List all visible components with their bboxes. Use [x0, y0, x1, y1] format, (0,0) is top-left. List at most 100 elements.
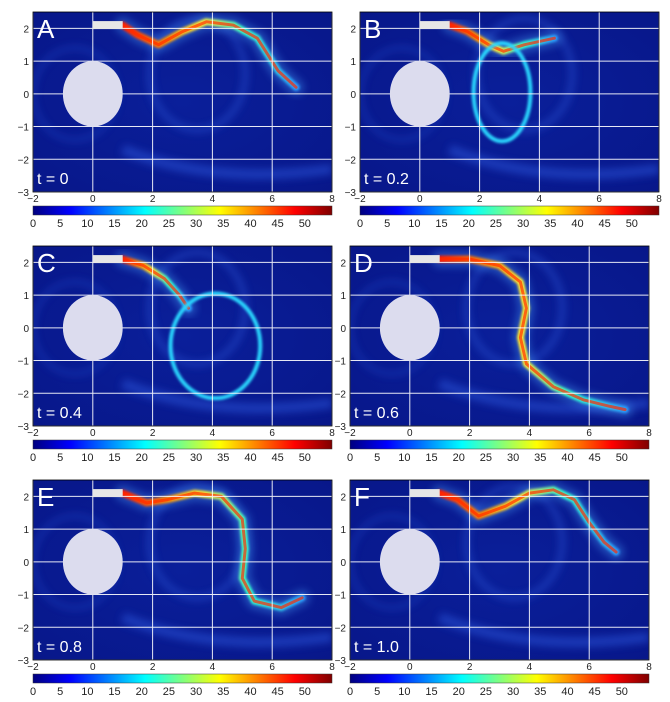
injector-bar: [409, 489, 440, 498]
grid: [33, 480, 332, 660]
streak-core: [438, 257, 627, 412]
time-label: t = 0.4: [37, 405, 82, 422]
x-tick-label: −2: [27, 194, 39, 205]
time-label: t = 1.0: [354, 639, 399, 656]
colorbar-tick-label: 5: [374, 686, 380, 698]
colorbar-tick-label: 30: [190, 218, 202, 230]
injector-bar: [92, 489, 123, 498]
colorbar-tick-label: 15: [108, 452, 120, 464]
colorbar-tick-label: 30: [507, 686, 519, 698]
wake-band: [447, 144, 659, 180]
cylinder-obstacle: [379, 295, 440, 361]
y-tick-label: 2: [350, 24, 356, 35]
colorbar-tick-label: 25: [480, 452, 492, 464]
x-tick-label: −2: [27, 428, 39, 439]
cylinder-obstacle: [62, 295, 123, 361]
plot-area: [350, 480, 649, 660]
plot-area: [360, 12, 659, 192]
cylinder-obstacle: [389, 61, 450, 127]
y-tick-label: −2: [18, 389, 30, 400]
axis-frame: [32, 11, 333, 193]
y-tick-label: 0: [23, 90, 29, 101]
panel-letter: E: [37, 482, 54, 512]
streak-loop: [471, 41, 533, 144]
y-tick-label: −2: [345, 155, 357, 166]
time-label: t = 0.2: [364, 171, 409, 188]
colorbar-tick-label: 40: [244, 686, 256, 698]
y-tick-label: −2: [335, 389, 347, 400]
wake-band: [120, 612, 332, 648]
colorbar-tick-label: 20: [453, 686, 465, 698]
cylinder-obstacle: [62, 61, 123, 127]
x-tick-label: 2: [150, 194, 156, 205]
x-tick-label: −2: [344, 428, 356, 439]
colorbar-tick-label: 10: [398, 452, 410, 464]
y-tick-label: 2: [23, 492, 29, 503]
colorbar-tick-label: 10: [81, 452, 93, 464]
y-tick-label: −3: [345, 188, 357, 199]
x-tick-label: 6: [596, 194, 602, 205]
y-tick-label: −2: [18, 623, 30, 634]
plot-area: [33, 480, 332, 660]
colorbar-tick-label: 35: [217, 686, 229, 698]
x-tick-label: 4: [537, 194, 543, 205]
y-tick-label: −1: [335, 357, 347, 368]
y-tick-label: 2: [23, 24, 29, 35]
colorbar-tick-label: 50: [299, 452, 311, 464]
x-tick-label: 0: [90, 194, 96, 205]
y-tick-label: −2: [335, 623, 347, 634]
plot-area: [33, 12, 332, 192]
x-tick-label: 8: [646, 428, 652, 439]
colorbar-tick-label: 25: [490, 218, 502, 230]
colorbar-tick-label: 5: [374, 452, 380, 464]
colorbar-tick-label: 35: [534, 686, 546, 698]
colorbar-tick-label: 40: [244, 452, 256, 464]
streak-loop: [168, 291, 263, 401]
colorbar-tick-label: 5: [57, 218, 63, 230]
streak-core: [121, 491, 304, 610]
colorbar: [349, 439, 650, 450]
streak-core: [448, 23, 556, 53]
wake-vortex: [464, 484, 565, 601]
colorbar-tick-label: 0: [347, 686, 353, 698]
streak-core: [121, 20, 298, 89]
axis-frame: [32, 245, 333, 427]
colorbar-tick-label: 50: [616, 686, 628, 698]
y-tick-label: −3: [18, 188, 30, 199]
plot-area: [33, 246, 332, 426]
colorbar-tick-label: 5: [384, 218, 390, 230]
colorbar-tick-label: 15: [435, 218, 447, 230]
x-tick-label: 0: [407, 428, 413, 439]
colorbar-tick-label: 30: [517, 218, 529, 230]
x-tick-label: 8: [329, 428, 335, 439]
colorbar-tick-label: 35: [217, 218, 229, 230]
colorbar-tick-label: 20: [136, 218, 148, 230]
injector-bar: [419, 21, 450, 30]
colorbar-tick-label: 35: [534, 452, 546, 464]
injector-bar: [92, 21, 123, 30]
colorbar-tick-label: 15: [425, 452, 437, 464]
y-tick-label: 2: [340, 492, 346, 503]
colorbar-tick-label: 20: [463, 218, 475, 230]
colorbar-tick-label: 30: [190, 686, 202, 698]
grid: [33, 246, 332, 426]
plot-area: [350, 246, 649, 426]
x-tick-label: 8: [656, 194, 662, 205]
x-tick-label: 4: [527, 662, 533, 673]
x-tick-label: 2: [477, 194, 483, 205]
x-tick-label: 6: [586, 662, 592, 673]
colorbar-tick-label: 0: [30, 452, 36, 464]
colorbar-tick-label: 20: [136, 686, 148, 698]
colorbar-tick-label: 5: [57, 452, 63, 464]
axis-frame: [32, 479, 333, 661]
y-tick-label: 1: [350, 57, 356, 68]
time-label: t = 0.6: [354, 405, 399, 422]
colorbar-tick-label: 25: [163, 218, 175, 230]
colorbar-tick-label: 35: [544, 218, 556, 230]
colorbar: [349, 673, 650, 684]
colorbar-tick-label: 40: [244, 218, 256, 230]
